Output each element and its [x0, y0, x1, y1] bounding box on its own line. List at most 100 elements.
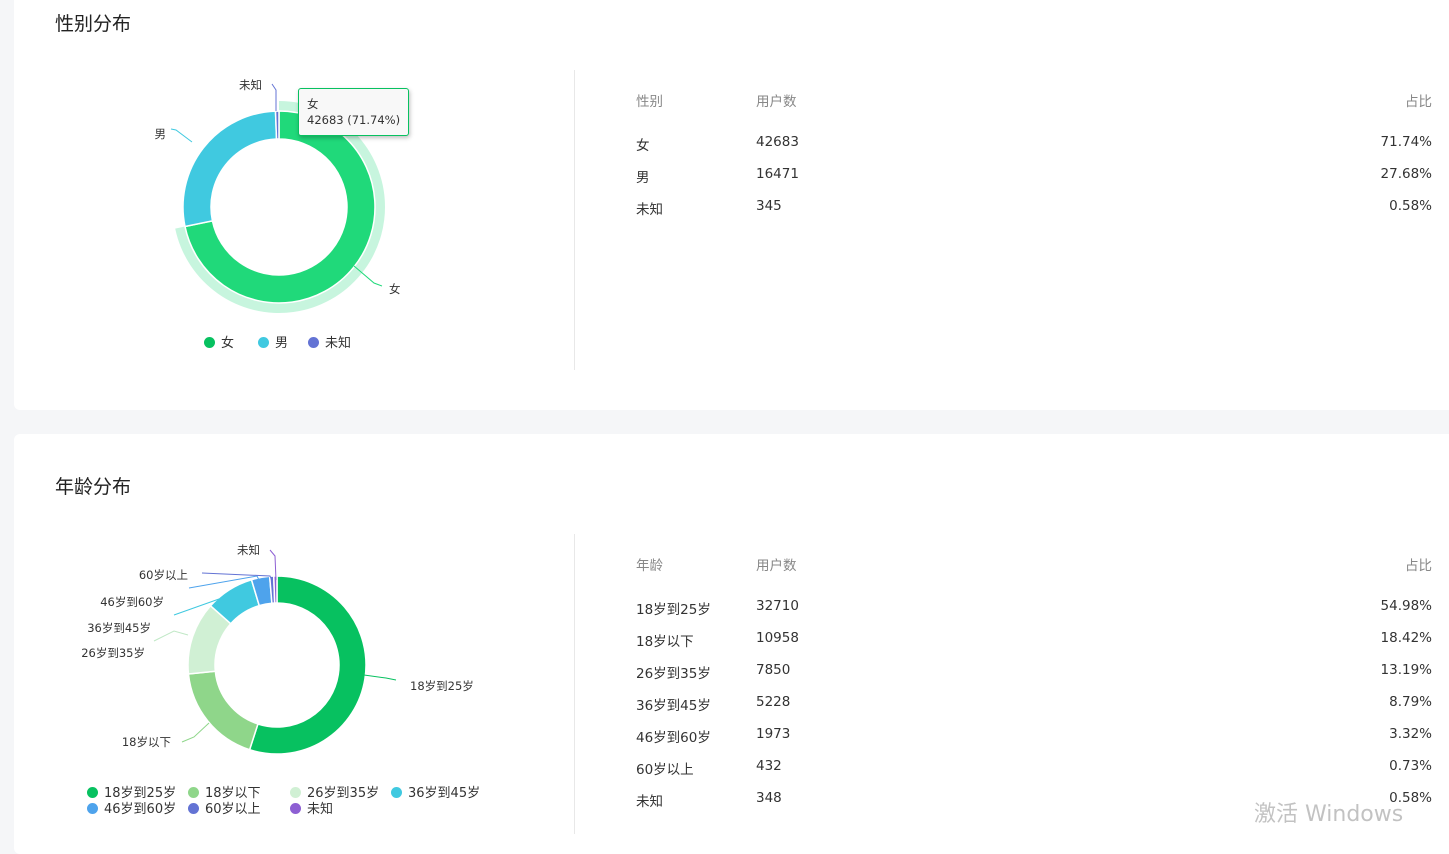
legend-label: 男 — [275, 336, 289, 351]
slice-女[interactable] — [184, 110, 376, 304]
legend-dot-icon — [258, 337, 269, 348]
age-title: 年龄分布 — [55, 476, 132, 498]
table-cell: 71.74% — [1380, 134, 1432, 150]
table-cell: 32710 — [756, 598, 799, 614]
table-header: 年龄 用户数 占比 — [636, 554, 1432, 598]
label-line — [363, 674, 397, 681]
legend-item[interactable]: 60岁以上 — [188, 798, 261, 817]
table-cell: 10958 — [756, 630, 799, 646]
age-donut-chart: 18岁到25岁 18岁以下 26岁到35岁 36岁到45岁 46岁到60岁 60岁以上 未知 — [81, 543, 474, 755]
label-line — [188, 575, 261, 589]
activation-watermark: 激活 Windows — [1254, 802, 1404, 827]
table-cell: 性别 — [636, 94, 663, 110]
slice-label: 46岁到60岁 — [100, 595, 164, 609]
slice-未知[interactable] — [274, 110, 280, 140]
legend-item[interactable]: 男 — [258, 332, 288, 351]
label-line — [269, 549, 277, 581]
slice-label: 男 — [155, 127, 167, 141]
label-line — [170, 128, 193, 143]
legend-dot-icon — [87, 787, 98, 798]
legend-dot-icon — [188, 803, 199, 814]
label-line — [173, 598, 225, 616]
table-cell: 60岁以上 — [636, 762, 694, 778]
table-row: 男 16471 27.68% — [636, 166, 1432, 198]
legend-item[interactable]: 18岁以下 — [188, 782, 261, 801]
chart-tooltip: 女 42683 (71.74%) — [298, 88, 410, 136]
legend-label: 未知 — [325, 336, 352, 351]
legend-item[interactable]: 36岁到45岁 — [391, 782, 480, 801]
table-row: 女 42683 71.74% — [636, 134, 1432, 166]
table-row: 26岁到35岁 7850 13.19% — [636, 662, 1432, 694]
table-cell: 13.19% — [1380, 662, 1432, 678]
table-cell: 占比 — [1405, 94, 1432, 110]
table-header: 性别 用户数 占比 — [636, 90, 1432, 134]
tooltip-value: 42683 (71.74%) — [307, 113, 401, 127]
table-cell: 18.42% — [1380, 630, 1432, 646]
table-row: 60岁以上 432 0.73% — [636, 758, 1432, 790]
table-cell: 未知 — [636, 202, 663, 218]
slice-label: 未知 — [237, 543, 260, 557]
legend-item[interactable]: 女 — [204, 332, 234, 351]
label-line — [181, 722, 210, 743]
table-cell: 18岁到25岁 — [636, 602, 711, 618]
legend-item[interactable]: 未知 — [290, 798, 333, 817]
table-cell: 未知 — [636, 794, 663, 810]
slice-label: 36岁到45岁 — [87, 621, 151, 635]
table-row: 46岁到60岁 1973 3.32% — [636, 726, 1432, 758]
slice-男[interactable] — [182, 110, 278, 228]
table-cell: 3.32% — [1389, 726, 1432, 742]
divider — [574, 70, 575, 370]
label-line — [201, 572, 273, 582]
legend-label: 未知 — [307, 802, 334, 817]
gender-card: 性别分布 女男未知 女 42683 (71.74%) 女男未知 性别 用户数 占比女… — [14, 0, 1449, 410]
table-row: 未知 348 0.58% — [636, 790, 1432, 822]
table-cell: 432 — [756, 758, 782, 774]
slice-label: 18岁到25岁 — [410, 679, 474, 693]
legend-dot-icon — [391, 787, 402, 798]
legend-dot-icon — [188, 787, 199, 798]
slice-18岁到25岁[interactable] — [248, 575, 367, 755]
table-cell: 男 — [636, 170, 650, 186]
label-line — [153, 630, 189, 642]
legend-item[interactable]: 26岁到35岁 — [290, 782, 379, 801]
legend-label: 36岁到45岁 — [408, 786, 481, 801]
legend-label: 女 — [221, 336, 235, 351]
table-cell: 26岁到35岁 — [636, 666, 711, 682]
slice-label: 未知 — [239, 78, 262, 92]
slice-18岁以下[interactable] — [187, 670, 259, 751]
divider — [574, 534, 575, 834]
legend-item[interactable]: 未知 — [308, 332, 351, 351]
slice-label: 60岁以上 — [139, 568, 188, 582]
table-cell: 8.79% — [1389, 694, 1432, 710]
table-cell: 0.58% — [1389, 790, 1432, 806]
table-cell: 345 — [756, 198, 782, 214]
legend-dot-icon — [308, 337, 319, 348]
table-row: 未知 345 0.58% — [636, 198, 1432, 230]
table-cell: 27.68% — [1380, 166, 1432, 182]
table-cell: 0.73% — [1389, 758, 1432, 774]
slice-未知[interactable] — [272, 575, 278, 604]
table-cell: 7850 — [756, 662, 791, 678]
table-cell: 46岁到60岁 — [636, 730, 711, 746]
table-cell: 0.58% — [1389, 198, 1432, 214]
legend-item[interactable]: 46岁到60岁 — [87, 798, 176, 817]
legend-label: 60岁以上 — [205, 802, 261, 817]
table-cell: 1973 — [756, 726, 791, 742]
legend-dot-icon — [290, 803, 301, 814]
table-cell: 54.98% — [1380, 598, 1432, 614]
table-cell: 5228 — [756, 694, 791, 710]
tooltip-name: 女 — [307, 97, 319, 111]
legend-dot-icon — [290, 787, 301, 798]
legend-label: 18岁以下 — [205, 786, 261, 801]
table-row: 18岁到25岁 32710 54.98% — [636, 598, 1432, 630]
legend-dot-icon — [204, 337, 215, 348]
table-cell: 42683 — [756, 134, 799, 150]
table-cell: 16471 — [756, 166, 799, 182]
legend-label: 26岁到35岁 — [307, 786, 380, 801]
gender-donut-chart: 女男 未知 — [155, 78, 401, 313]
age-table: 年龄 用户数 占比 18岁到25岁 32710 54.98% 18岁以下 10958 18.42… — [636, 554, 1432, 822]
table-row: 36岁到45岁 5228 8.79% — [636, 694, 1432, 726]
table-cell: 用户数 — [756, 94, 797, 110]
slice-label: 18岁以下 — [122, 735, 171, 749]
legend-item[interactable]: 18岁到25岁 — [87, 782, 176, 801]
